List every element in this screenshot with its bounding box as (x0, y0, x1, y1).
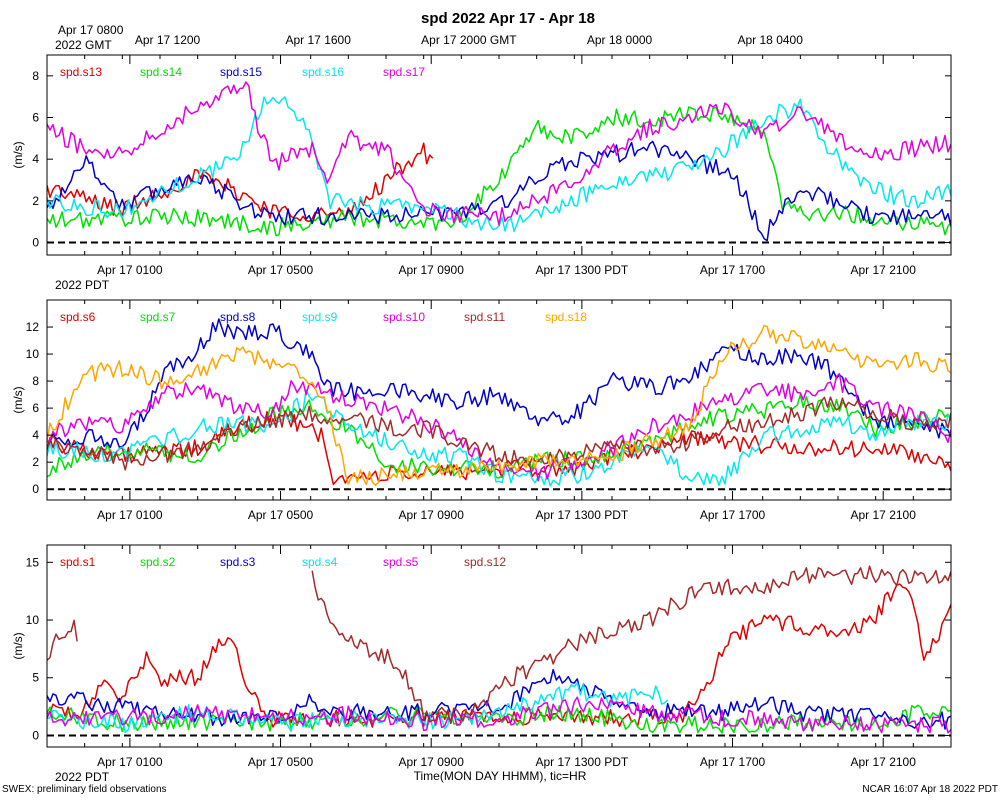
y-tick-label: 0 (32, 728, 39, 742)
y-tick-label: 0 (32, 482, 39, 496)
pdt-tick-label: Apr 17 0100 (97, 263, 163, 277)
pdt-tick-label: Apr 17 0900 (399, 263, 465, 277)
footer-right-note: NCAR 16:07 Apr 18 2022 PDT (862, 784, 998, 795)
legend-spd-s15: spd.s15 (220, 65, 262, 79)
series-line-spd-s16 (47, 96, 951, 233)
pdt-tick-label: Apr 17 0100 (97, 755, 163, 769)
series-lines (47, 565, 951, 734)
y-tick-label: 6 (32, 401, 39, 415)
y-tick-label: 2 (32, 455, 39, 469)
series-line-spd-s18 (47, 324, 951, 486)
pdt-year-label: 2022 PDT (55, 770, 110, 784)
series-line-spd-s10 (47, 372, 951, 482)
legend-spd-s14: spd.s14 (140, 65, 182, 79)
y-tick-label: 0 (32, 236, 39, 250)
series-lines (47, 318, 951, 487)
legend-spd-s12: spd.s12 (464, 555, 506, 569)
series-line-spd-s9 (47, 389, 951, 487)
y-tick-label: 6 (32, 111, 39, 125)
x-axis-label: Time(MON DAY HHMM), tic=HR (414, 769, 587, 783)
series-line-spd-s17 (47, 81, 951, 226)
top-axis-tick-label: Apr 18 0400 (738, 33, 804, 47)
pdt-year-label: 2022 PDT (55, 278, 110, 292)
legend-spd-s11: spd.s11 (464, 310, 505, 324)
top-axis-tick-label: Apr 18 0000 (587, 33, 653, 47)
legend-spd-s13: spd.s13 (60, 65, 102, 79)
series-line-spd-s3 (47, 668, 951, 730)
footer-left-note: SWEX: preliminary field observations (2, 784, 167, 795)
panel-1: 0 2 4 6 8 (m/s) Apr 17 0100 Apr 17 0500 Apr 17 0… (11, 54, 952, 292)
legend-spd-s3: spd.s3 (220, 555, 256, 569)
y-tick-label: 10 (26, 613, 40, 627)
panel-3: 0 5 10 15 (m/s) Apr 17 0100 Apr 17 0500 Apr 17 … (11, 544, 952, 784)
legend-spd-s8: spd.s8 (220, 310, 256, 324)
y-tick-label: 8 (32, 69, 39, 83)
y-tick-label: 10 (26, 347, 40, 361)
pdt-tick-label: Apr 17 0900 (399, 508, 465, 522)
legend-spd-s16: spd.s16 (302, 65, 344, 79)
legend-spd-s1: spd.s1 (60, 555, 96, 569)
series-line-spd-s8 (47, 318, 951, 450)
series-line-spd-s14 (47, 106, 951, 237)
y-tick-label: 12 (26, 320, 40, 334)
y-tick-label: 5 (32, 671, 39, 685)
pdt-tick-label: Apr 17 1700 (700, 755, 766, 769)
legend-spd-s6: spd.s6 (60, 310, 96, 324)
pdt-tick-label: Apr 17 0900 (399, 755, 465, 769)
legend-spd-s9: spd.s9 (302, 310, 338, 324)
legend-spd-s7: spd.s7 (140, 310, 176, 324)
series-line-spd-s6 (47, 406, 951, 486)
panels: 0 2 4 6 8 (m/s) Apr 17 0100 Apr 17 0500 Apr 17 0… (11, 54, 952, 784)
top-axis-gmt-ticks: Apr 17 1200 Apr 17 1600 Apr 17 2000 GMT Apr… (135, 33, 803, 47)
series-line-spd-s11 (47, 396, 951, 471)
pdt-tick-label: Apr 17 1700 (700, 263, 766, 277)
pdt-tick-label: Apr 17 0500 (248, 755, 314, 769)
series-line-spd-s12 (47, 565, 951, 723)
y-axis-label: (m/s) (11, 386, 25, 413)
pdt-tick-label: Apr 17 2100 (851, 755, 917, 769)
y-tick-label: 4 (32, 428, 39, 442)
pdt-tick-label: Apr 17 1700 (700, 508, 766, 522)
y-axis-label: (m/s) (11, 141, 25, 168)
chart-title: spd 2022 Apr 17 - Apr 18 (421, 10, 595, 27)
top-axis-year-label: 2022 GMT (55, 38, 112, 52)
top-axis-start-label: Apr 17 0800 (58, 23, 124, 37)
pdt-tick-label: Apr 17 2100 (851, 263, 917, 277)
top-axis-tick-label: Apr 17 1200 (135, 33, 201, 47)
y-axis-label: (m/s) (11, 632, 25, 659)
pdt-tick-label: Apr 17 0500 (248, 263, 314, 277)
series-line-spd-s1 (47, 583, 951, 728)
pdt-tick-label: Apr 17 2100 (851, 508, 917, 522)
series-lines (47, 81, 951, 242)
top-axis-tick-label: Apr 17 2000 GMT (421, 33, 517, 47)
y-tick-label: 2 (32, 194, 39, 208)
pdt-tick-label: Apr 17 0100 (97, 508, 163, 522)
legend-spd-s2: spd.s2 (140, 555, 176, 569)
pdt-tick-label: Apr 17 1300 PDT (536, 263, 629, 277)
pdt-tick-label: Apr 17 0500 (248, 508, 314, 522)
panel-2: 0 2 4 6 8 10 12 (m/s) Apr 17 0100 Apr 17 0500 Apr … (11, 299, 952, 522)
top-axis-tick-label: Apr 17 1600 (286, 33, 352, 47)
y-tick-label: 15 (26, 555, 40, 569)
legend-spd-s17: spd.s17 (383, 65, 425, 79)
series-line-spd-s5 (47, 696, 951, 734)
legend-spd-s5: spd.s5 (383, 555, 419, 569)
legend-spd-s18: spd.s18 (545, 310, 587, 324)
pdt-tick-label: Apr 17 1300 PDT (536, 508, 629, 522)
y-tick-label: 4 (32, 152, 39, 166)
legend-spd-s4: spd.s4 (302, 555, 338, 569)
series-line-spd-s13 (47, 142, 434, 223)
pdt-tick-label: Apr 17 1300 PDT (536, 755, 629, 769)
y-tick-label: 8 (32, 374, 39, 388)
legend-spd-s10: spd.s10 (383, 310, 425, 324)
